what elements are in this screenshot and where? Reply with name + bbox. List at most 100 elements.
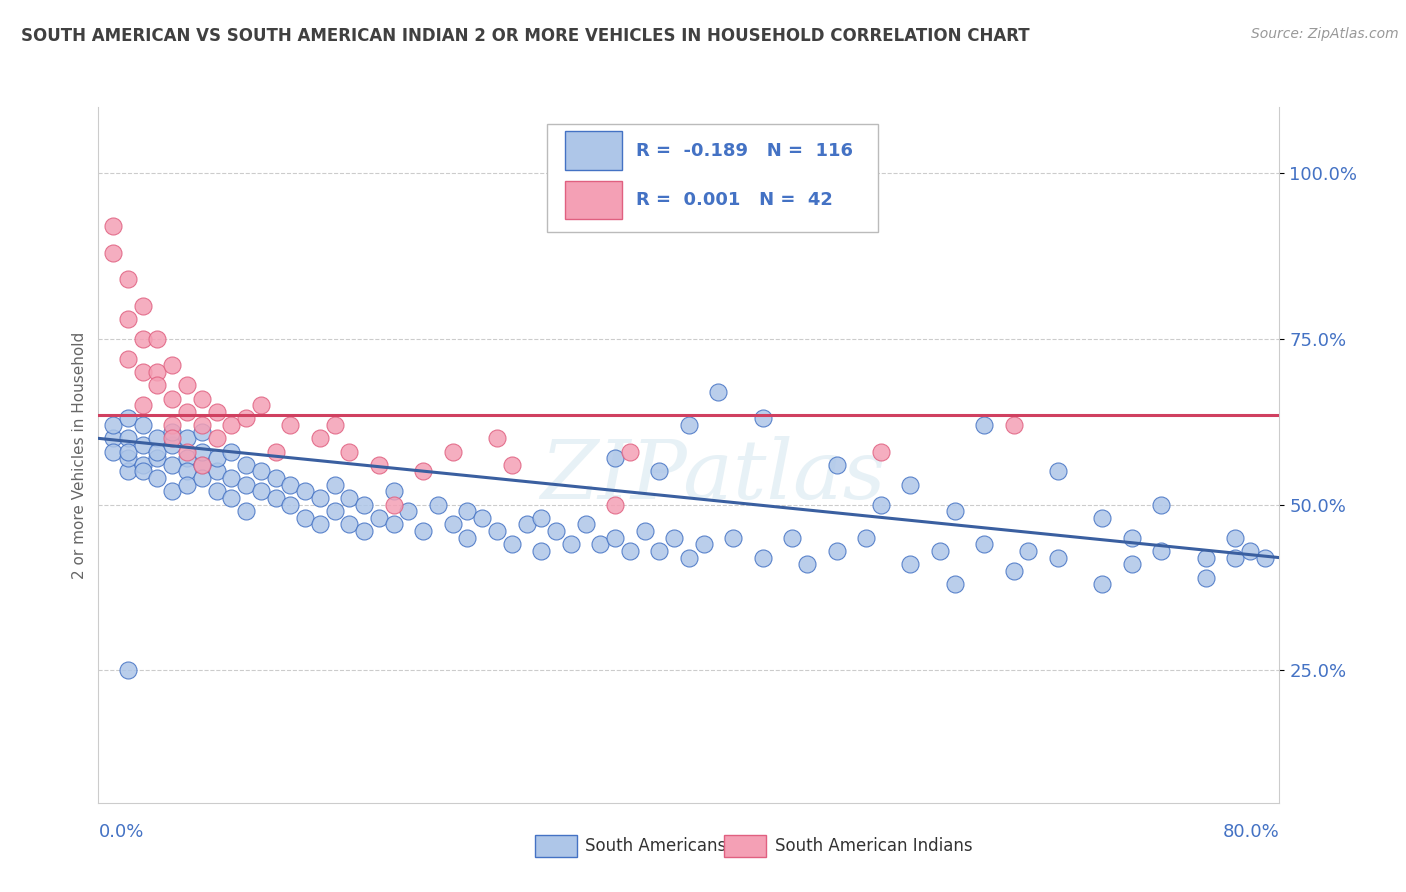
- Point: [191, 392, 214, 406]
- Point: [146, 471, 169, 485]
- Point: [132, 465, 155, 479]
- Point: [205, 405, 228, 419]
- Point: [486, 524, 509, 538]
- Point: [619, 444, 641, 458]
- Point: [176, 465, 198, 479]
- Point: [678, 418, 700, 433]
- Point: [294, 511, 316, 525]
- Point: [796, 558, 818, 572]
- Point: [162, 359, 183, 373]
- Point: [457, 531, 479, 545]
- Point: [162, 425, 183, 439]
- Point: [162, 431, 183, 445]
- Point: [1046, 465, 1070, 479]
- Point: [353, 524, 375, 538]
- Point: [441, 517, 464, 532]
- Point: [117, 444, 139, 458]
- Point: [900, 558, 922, 572]
- Point: [339, 444, 361, 458]
- Point: [441, 444, 464, 458]
- Point: [457, 504, 479, 518]
- Point: [634, 524, 657, 538]
- Point: [560, 537, 582, 551]
- Point: [648, 544, 671, 558]
- Point: [1091, 511, 1114, 525]
- Point: [235, 458, 257, 472]
- Point: [280, 418, 302, 433]
- Point: [1121, 558, 1143, 572]
- Point: [280, 498, 302, 512]
- Point: [191, 458, 214, 472]
- Point: [176, 431, 198, 445]
- Point: [546, 524, 568, 538]
- FancyBboxPatch shape: [724, 835, 766, 857]
- Text: 0.0%: 0.0%: [98, 822, 143, 840]
- Point: [589, 537, 612, 551]
- Point: [132, 438, 155, 452]
- Point: [382, 517, 405, 532]
- Point: [103, 431, 125, 445]
- Point: [412, 465, 434, 479]
- Point: [132, 299, 155, 313]
- Point: [471, 511, 494, 525]
- Point: [707, 384, 730, 399]
- Point: [146, 444, 169, 458]
- Point: [368, 458, 391, 472]
- Point: [132, 458, 155, 472]
- Point: [146, 332, 169, 346]
- Point: [309, 431, 332, 445]
- Point: [235, 504, 257, 518]
- Point: [205, 451, 228, 466]
- Point: [323, 504, 346, 518]
- Point: [176, 378, 198, 392]
- Point: [205, 465, 228, 479]
- Text: 80.0%: 80.0%: [1223, 822, 1279, 840]
- Point: [176, 405, 198, 419]
- Point: [398, 504, 420, 518]
- Point: [162, 458, 183, 472]
- Point: [1046, 550, 1070, 565]
- Point: [1002, 564, 1025, 578]
- Point: [427, 498, 450, 512]
- Point: [250, 465, 273, 479]
- Point: [117, 272, 139, 286]
- Point: [191, 458, 214, 472]
- FancyBboxPatch shape: [565, 181, 621, 219]
- Point: [323, 477, 346, 491]
- Point: [205, 484, 228, 499]
- Point: [117, 351, 139, 366]
- Text: ZIPatlas: ZIPatlas: [540, 436, 886, 516]
- FancyBboxPatch shape: [547, 124, 877, 232]
- Point: [1150, 544, 1173, 558]
- Point: [264, 491, 287, 505]
- Point: [1121, 531, 1143, 545]
- Point: [250, 484, 273, 499]
- Point: [782, 531, 804, 545]
- Point: [221, 491, 243, 505]
- Point: [486, 431, 509, 445]
- Point: [103, 444, 125, 458]
- Point: [382, 498, 405, 512]
- Point: [176, 451, 198, 466]
- Point: [870, 444, 893, 458]
- Text: R =  0.001   N =  42: R = 0.001 N = 42: [636, 191, 832, 210]
- Point: [752, 550, 775, 565]
- Point: [929, 544, 952, 558]
- Point: [870, 498, 893, 512]
- Point: [678, 550, 700, 565]
- Point: [191, 444, 214, 458]
- Point: [221, 444, 243, 458]
- Point: [176, 444, 198, 458]
- Point: [1018, 544, 1040, 558]
- Point: [146, 365, 169, 379]
- Point: [117, 411, 139, 425]
- Point: [605, 531, 627, 545]
- Point: [1225, 550, 1247, 565]
- Text: SOUTH AMERICAN VS SOUTH AMERICAN INDIAN 2 OR MORE VEHICLES IN HOUSEHOLD CORRELAT: SOUTH AMERICAN VS SOUTH AMERICAN INDIAN …: [21, 27, 1029, 45]
- Point: [900, 477, 922, 491]
- Point: [1091, 577, 1114, 591]
- Point: [162, 484, 183, 499]
- Point: [664, 531, 686, 545]
- Point: [132, 398, 155, 412]
- Point: [221, 418, 243, 433]
